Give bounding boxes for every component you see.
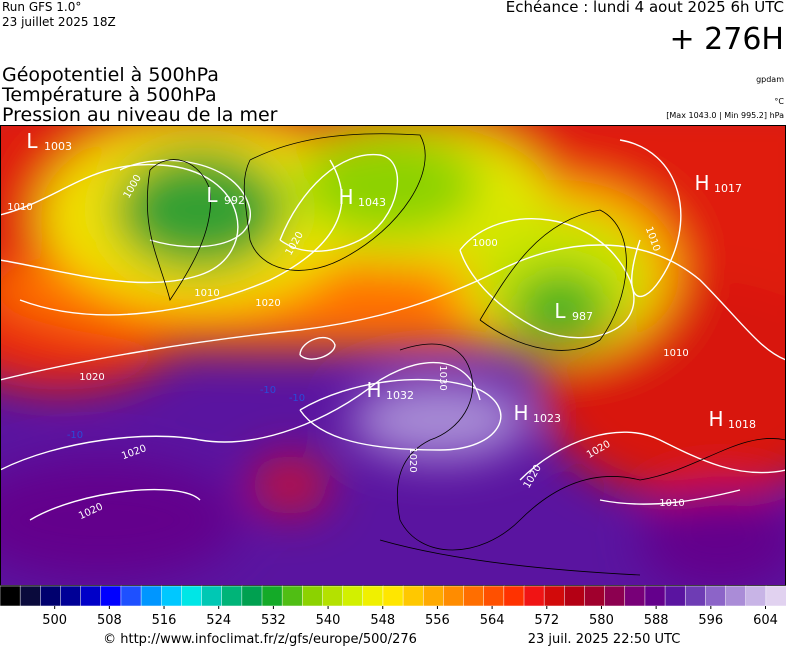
center-symbol: H [366,378,381,402]
color-cell [100,585,122,607]
color-cell [463,585,485,607]
colorbar-tick-label: 548 [370,613,395,628]
isobar-label: 1020 [79,372,104,383]
colorbar-tick-label: 556 [425,613,450,628]
run-label: Run GFS 1.0° [2,0,81,14]
color-cell [281,585,304,607]
isobar-label: 1010 [7,202,32,213]
colorbar-tick-label: 596 [698,613,723,628]
color-cell [120,585,142,607]
color-cell [60,585,82,607]
color-cell [322,585,344,607]
colorbar-tick-label: 572 [534,613,559,628]
color-cell [181,585,203,607]
color-cell [564,585,586,607]
center-symbol: L [26,129,38,153]
color-cell [382,585,404,607]
echeance: Echéance : lundi 4 aout 2025 6h UTC [506,0,784,16]
center-value: 1043 [358,196,386,209]
run-date: 23 juillet 2025 18Z [2,15,116,29]
color-cell [221,585,243,607]
colorbar-tick-label: 564 [480,613,505,628]
color-cell [201,585,223,607]
color-cell [745,585,767,607]
color-cell [684,585,707,607]
colorbar-tick-label: 532 [261,613,286,628]
forecast-hour: + 276H [670,22,785,57]
color-cell [342,585,364,607]
isobar-label: 1030 [437,365,448,390]
center-symbol: H [708,407,723,431]
center-symbol: L [206,183,218,207]
temperature-label: -10 [260,385,276,396]
unit-label: gpdam [756,75,784,84]
color-cell [261,585,283,607]
temperature-label: -10 [289,393,305,404]
center-symbol: L [554,299,566,323]
colorbar-tick-label: 604 [753,613,778,628]
color-cell [80,585,102,607]
color-cell [443,585,465,607]
center-value: 1023 [533,412,561,425]
color-cell [19,585,42,607]
isobar-label: 1000 [472,238,497,249]
color-cell [241,585,263,607]
legend-title: Température à 500hPa [1,84,217,106]
legend-title: Géopotentiel à 500hPa [2,64,219,86]
center-symbol: H [513,401,528,425]
isobar-label: 1010 [194,288,219,299]
source-url: © http://www.infoclimat.fr/z/gfs/europe/… [103,632,417,647]
colorbar-tick-label: 500 [42,613,67,628]
color-cell [362,585,384,607]
unit-label: °C [774,97,784,106]
isobar-label: 1010 [663,348,688,359]
colorbar-tick-label: 588 [644,613,669,628]
colorbar-tick-label: 508 [97,613,122,628]
geopotential-field [0,125,786,586]
temperature-label: -10 [67,430,83,441]
colorbar-tick-label: 524 [206,613,231,628]
center-value: 1018 [728,418,756,431]
color-cell [302,585,324,607]
colorbar-tick-label: 516 [152,613,177,628]
legend-title: Pression au niveau de la mer [2,104,278,126]
color-cell [725,585,747,607]
center-symbol: H [694,171,709,195]
color-cell [140,585,162,607]
isobars [0,139,786,521]
colorbar-tick-label: 580 [589,613,614,628]
color-cell [0,585,21,607]
color-cell [40,585,62,607]
color-cell [402,585,424,607]
center-value: 1003 [44,140,72,153]
center-value: 1017 [714,182,742,195]
color-cell [664,585,686,607]
isobar-label: 1010 [659,498,684,509]
color-cell [765,585,786,607]
center-value: 987 [572,310,593,323]
color-cell [543,585,566,607]
generated-time: 23 juil. 2025 22:50 UTC [528,632,681,647]
coastlines [146,133,786,576]
center-value: 992 [224,194,245,207]
isobar-label: 1020 [407,447,418,472]
color-cell [160,585,183,607]
color-cell [483,585,505,607]
isobar-label: 1020 [255,298,280,309]
color-cell [705,585,727,607]
color-cell [644,585,666,607]
colorbar-tick-label: 540 [316,613,341,628]
color-cell [422,585,445,607]
color-cell [523,585,545,607]
center-value: 1032 [386,389,414,402]
unit-label: [Max 1043.0 | Min 995.2] hPa [666,111,784,120]
color-cell [503,585,525,607]
map-area [0,125,786,586]
color-cell [604,585,626,607]
color-cell [584,585,606,607]
center-symbol: H [338,185,353,209]
color-cell [624,585,646,607]
